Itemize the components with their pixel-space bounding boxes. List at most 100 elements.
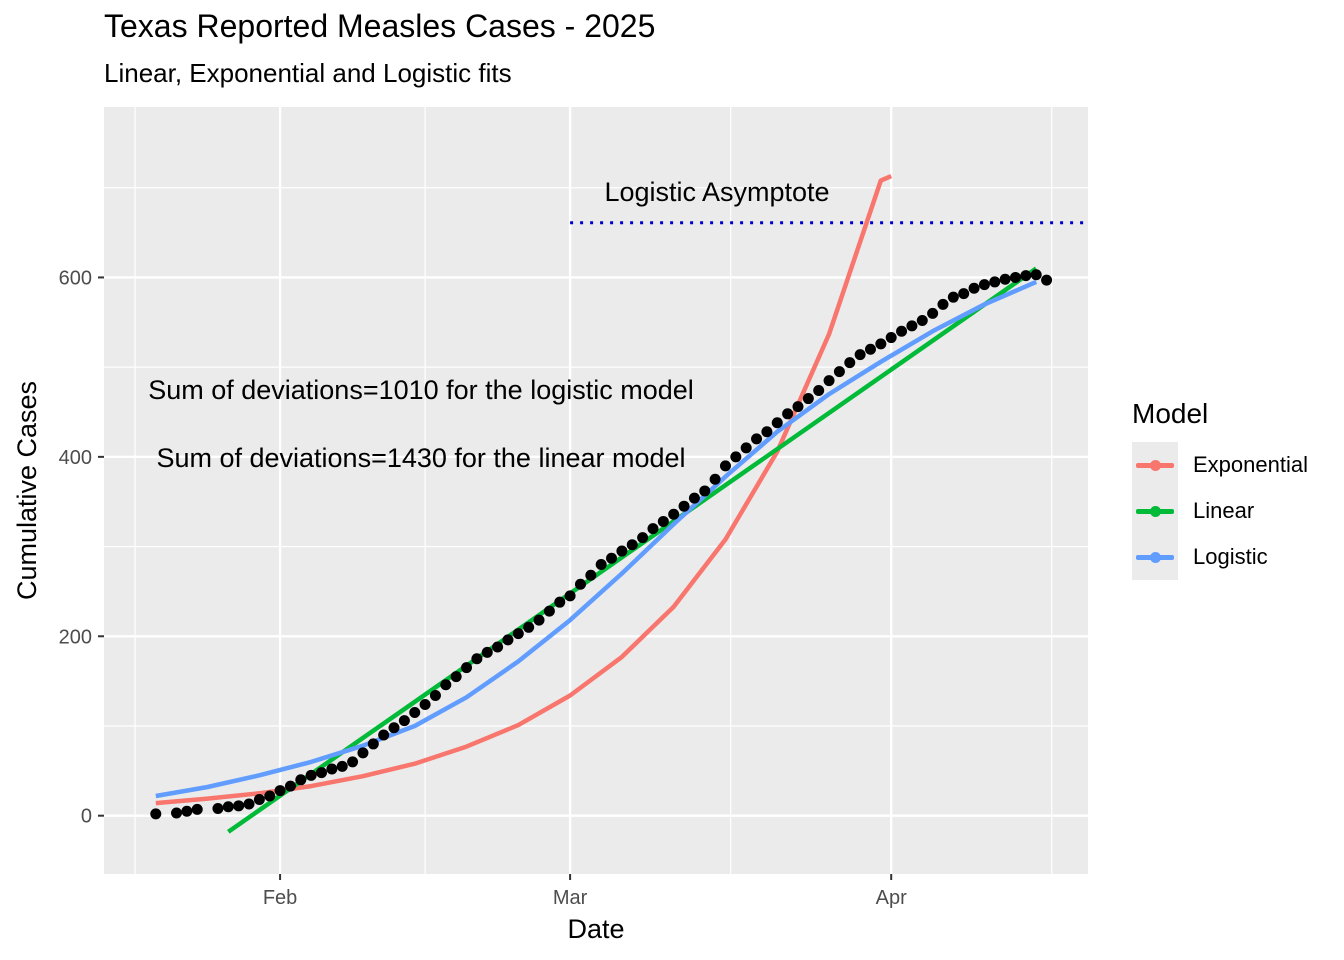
observed-point [616,545,628,557]
observed-point [947,291,959,303]
observed-point [730,451,742,463]
series-line-logistic [155,279,1038,799]
observed-point [978,279,990,291]
y-axis-label: Cumulative Cases [12,381,42,600]
observed-point [564,590,576,602]
observed-point [896,325,908,337]
observed-point [595,559,607,571]
observed-point [699,485,711,497]
x-axis-label: Date [567,914,624,944]
observed-point [502,634,514,646]
observed-point [450,671,462,683]
observed-point [274,785,286,797]
observed-point [171,807,183,819]
legend-label: Exponential [1193,452,1308,477]
observed-point [316,767,328,779]
observed-point [719,460,731,472]
observed-point [989,276,1001,288]
observed-point [367,738,379,750]
chart-subtitle: Linear, Exponential and Logistic fits [104,58,512,88]
observed-point [523,621,535,633]
observed-point [761,426,773,438]
observed-point [295,774,307,786]
observed-point [916,315,928,327]
axes: 0 200 400 600 Feb Mar Apr Date Cumulative Cases [12,267,907,944]
panel-background [104,107,1088,874]
legend-swatch-dot [1150,552,1161,563]
observed-point [875,338,887,350]
observed-point [844,357,856,369]
observed-point [492,641,504,653]
x-tick-label: Apr [876,887,907,909]
observed-point [885,332,897,344]
y-tick-label: 600 [59,267,92,289]
observed-point [336,760,348,772]
observed-point [740,442,752,454]
minor-gridlines [104,107,1088,874]
observed-point [533,614,545,626]
observed-point [357,747,369,759]
observed-point [678,500,690,512]
observed-point [574,578,586,590]
observed-point [958,288,970,300]
observed-point [481,646,493,658]
legend-item-linear: Linear [1132,488,1332,534]
observed-point [927,307,939,319]
observed-point [191,803,203,815]
observed-point [657,515,669,527]
observed-point [243,798,255,810]
observed-point [181,805,193,817]
text-annotations: Logistic Asymptote Sum of deviations=1010… [148,177,829,473]
observed-point [398,715,410,727]
legend-label: Linear [1193,498,1255,523]
legend-item-exponential: Exponential [1132,442,1332,488]
observed-point [968,282,980,294]
observed-point [637,532,649,544]
observed-point [626,539,638,551]
observed-points [150,269,1053,820]
observed-point [906,320,918,332]
observed-point [554,596,566,608]
observed-point [222,801,234,813]
observed-point [305,769,317,781]
observed-point [802,393,814,405]
observed-point [284,780,296,792]
asymptote-label: Logistic Asymptote [604,177,829,207]
deviation-annotation: Sum of deviations=1430 for the linear mo… [156,443,685,473]
observed-point [461,662,473,674]
observed-point [709,473,721,485]
observed-point [833,366,845,378]
observed-point [606,552,618,564]
observed-point [585,569,597,581]
observed-point [378,729,390,741]
x-tick-label: Mar [553,887,588,909]
observed-point [471,653,483,665]
observed-point [264,790,276,802]
x-tick-label: Feb [263,887,297,909]
observed-point [864,343,876,355]
legend-label: Logistic [1193,544,1268,569]
observed-point [771,417,783,429]
major-gridlines [104,107,1088,874]
observed-point [782,408,794,420]
observed-point [688,492,700,504]
observed-point [543,605,555,617]
observed-point [813,384,825,396]
legend-swatch-dot [1150,460,1161,471]
observed-point [937,298,949,310]
observed-point [854,349,866,361]
legend-swatch-dot [1150,506,1161,517]
observed-point [668,508,680,520]
legend-title: Model [1132,398,1209,429]
legend: Model Exponential Linear Logistic [1132,398,1308,580]
observed-point [1020,270,1032,282]
observed-point [440,679,452,691]
y-tick-label: 400 [59,447,92,469]
observed-point [253,794,265,806]
observed-point [347,756,359,768]
observed-point [429,689,441,701]
observed-point [647,523,659,535]
observed-point [1009,271,1021,283]
observed-point [409,707,421,719]
